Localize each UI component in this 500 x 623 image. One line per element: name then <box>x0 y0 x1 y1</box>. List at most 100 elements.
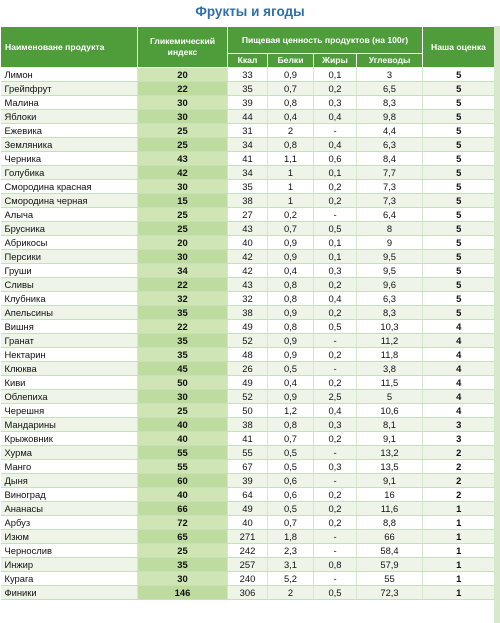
table-row: Абрикосы 20 40 0,9 0,1 9 5 <box>0 235 495 250</box>
product-name-cell: Виноград <box>0 487 138 502</box>
kcal-cell: 26 <box>227 361 268 376</box>
fat-cell: - <box>313 543 357 558</box>
fat-cell: 0,3 <box>313 263 357 278</box>
score-cell: 1 <box>422 571 495 586</box>
table-row: Инжир 35 257 3,1 0,8 57,9 1 <box>0 557 495 572</box>
glycemic-index-cell: 35 <box>137 305 228 320</box>
kcal-cell: 27 <box>227 207 268 222</box>
glycemic-index-cell: 66 <box>137 501 228 516</box>
score-cell: 2 <box>422 487 495 502</box>
carbs-cell: 8,3 <box>356 95 423 110</box>
fat-cell: 0,3 <box>313 459 357 474</box>
protein-cell: 1,2 <box>267 403 314 418</box>
product-name-cell: Манго <box>0 459 138 474</box>
product-name-cell: Брусника <box>0 221 138 236</box>
product-name-cell: Сливы <box>0 277 138 292</box>
fat-cell: 0,2 <box>313 431 357 446</box>
kcal-cell: 52 <box>227 333 268 348</box>
kcal-cell: 34 <box>227 165 268 180</box>
table-row: Смородина черная 15 38 1 0,2 7,3 5 <box>0 193 495 208</box>
header-nutrition-value: Пищевая ценность продуктов (на 100г) <box>227 26 423 54</box>
score-cell: 5 <box>422 151 495 166</box>
fat-cell: 0,5 <box>313 319 357 334</box>
product-name-cell: Черника <box>0 151 138 166</box>
carbs-cell: 16 <box>356 487 423 502</box>
protein-cell: 0,2 <box>267 207 314 222</box>
glycemic-index-cell: 25 <box>137 221 228 236</box>
kcal-cell: 33 <box>227 67 268 82</box>
fat-cell: 0,2 <box>313 501 357 516</box>
product-name-cell: Грейпфрут <box>0 81 138 96</box>
protein-cell: 0,9 <box>267 235 314 250</box>
product-name-cell: Алыча <box>0 207 138 222</box>
carbs-cell: 66 <box>356 529 423 544</box>
product-name-cell: Земляника <box>0 137 138 152</box>
carbs-cell: 72,3 <box>356 585 423 600</box>
header-glycemic-index: Гликемический индекс <box>137 26 228 68</box>
table-row: Арбуз 72 40 0,7 0,2 8,8 1 <box>0 515 495 530</box>
score-cell: 5 <box>422 81 495 96</box>
score-cell: 3 <box>422 431 495 446</box>
kcal-cell: 42 <box>227 263 268 278</box>
kcal-cell: 240 <box>227 571 268 586</box>
carbs-cell: 9,6 <box>356 277 423 292</box>
fat-cell: 0,4 <box>313 109 357 124</box>
product-name-cell: Малина <box>0 95 138 110</box>
product-name-cell: Чернослив <box>0 543 138 558</box>
fat-cell: 0,2 <box>313 515 357 530</box>
glycemic-index-cell: 25 <box>137 403 228 418</box>
protein-cell: 0,7 <box>267 515 314 530</box>
glycemic-index-cell: 25 <box>137 137 228 152</box>
nutrition-table: Наименоване продукта Гликемический индек… <box>0 26 495 600</box>
protein-cell: 1 <box>267 165 314 180</box>
carbs-cell: 3 <box>356 67 423 82</box>
product-name-cell: Клюква <box>0 361 138 376</box>
table-row: Сливы 22 43 0,8 0,2 9,6 5 <box>0 277 495 292</box>
protein-cell: 0,9 <box>267 305 314 320</box>
protein-cell: 0,9 <box>267 347 314 362</box>
carbs-cell: 9,5 <box>356 263 423 278</box>
score-cell: 4 <box>422 361 495 376</box>
protein-cell: 0,4 <box>267 109 314 124</box>
score-cell: 5 <box>422 67 495 82</box>
score-cell: 3 <box>422 417 495 432</box>
table-row: Лимон 20 33 0,9 0,1 3 5 <box>0 67 495 82</box>
product-name-cell: Гранат <box>0 333 138 348</box>
protein-cell: 2,3 <box>267 543 314 558</box>
score-cell: 5 <box>422 123 495 138</box>
glycemic-index-cell: 22 <box>137 81 228 96</box>
glycemic-index-cell: 72 <box>137 515 228 530</box>
carbs-cell: 6,3 <box>356 291 423 306</box>
fat-cell: - <box>313 571 357 586</box>
score-cell: 4 <box>422 333 495 348</box>
score-cell: 5 <box>422 277 495 292</box>
protein-cell: 0,4 <box>267 375 314 390</box>
glycemic-index-cell: 22 <box>137 319 228 334</box>
kcal-cell: 49 <box>227 375 268 390</box>
fat-cell: 0,2 <box>313 81 357 96</box>
table-row: Малина 30 39 0,8 0,3 8,3 5 <box>0 95 495 110</box>
kcal-cell: 271 <box>227 529 268 544</box>
product-name-cell: Вишня <box>0 319 138 334</box>
kcal-cell: 257 <box>227 557 268 572</box>
kcal-cell: 49 <box>227 501 268 516</box>
kcal-cell: 49 <box>227 319 268 334</box>
kcal-cell: 40 <box>227 515 268 530</box>
header-protein: Белки <box>267 53 314 68</box>
product-name-cell: Хурма <box>0 445 138 460</box>
protein-cell: 0,8 <box>267 95 314 110</box>
kcal-cell: 242 <box>227 543 268 558</box>
protein-cell: 0,5 <box>267 501 314 516</box>
protein-cell: 1 <box>267 193 314 208</box>
protein-cell: 0,8 <box>267 291 314 306</box>
glycemic-index-cell: 40 <box>137 487 228 502</box>
protein-cell: 0,7 <box>267 221 314 236</box>
glycemic-index-cell: 25 <box>137 543 228 558</box>
fat-cell: 0,3 <box>313 417 357 432</box>
carbs-cell: 10,6 <box>356 403 423 418</box>
glycemic-index-cell: 30 <box>137 95 228 110</box>
table-row: Клюква 45 26 0,5-3,8 4 <box>0 361 495 376</box>
carbs-cell: 8 <box>356 221 423 236</box>
protein-cell: 1 <box>267 179 314 194</box>
